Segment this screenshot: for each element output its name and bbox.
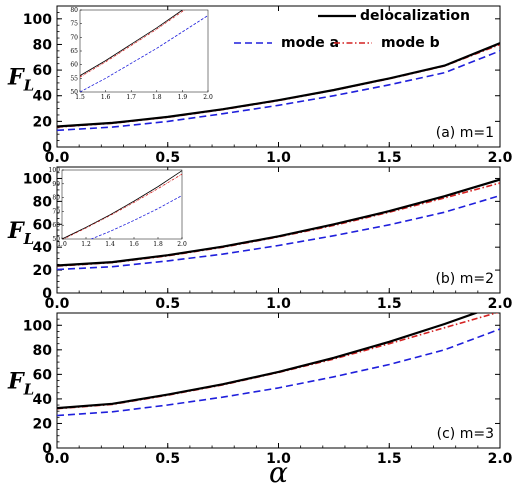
inset-series-line-delocalization xyxy=(62,170,182,239)
inset-x-tick-label: 1.4 xyxy=(105,241,115,248)
y-axis-label: FL xyxy=(7,369,34,399)
series-line-mode-b xyxy=(57,313,499,410)
y-label-sub: L xyxy=(23,381,35,399)
inset-y-tick-label: 80 xyxy=(52,195,60,202)
inset-y-tick-label: 80 xyxy=(70,7,78,14)
inset-y-tick-label: 50 xyxy=(70,89,78,96)
inset-frame xyxy=(79,9,209,93)
inset-series-line-mode-a xyxy=(80,15,208,92)
series-line-delocalization xyxy=(57,178,500,267)
y-label-sub: L xyxy=(23,230,35,248)
panel-label: (a) m=1 xyxy=(436,125,494,141)
inset-x-tick-label: 1.6 xyxy=(101,94,111,101)
y-label-main: F xyxy=(7,369,25,395)
y-label-sub: L xyxy=(23,77,35,95)
panel-label: (c) m=3 xyxy=(437,426,494,442)
panel-label: (b) m=2 xyxy=(435,271,494,287)
inset-x-tick-label: 1.9 xyxy=(178,94,188,101)
inset-x-tick-label: 2.0 xyxy=(177,241,187,248)
x-tick-label: 2.0 xyxy=(488,296,513,312)
inset-y-tick-label: 100 xyxy=(49,167,61,174)
inset-x-tick-label: 1.6 xyxy=(129,241,139,248)
inset-y-tick-label: 75 xyxy=(70,21,78,28)
y-tick-label: 80 xyxy=(33,194,53,210)
series-line-delocalization xyxy=(57,313,479,410)
x-tick-label: 1.5 xyxy=(377,150,402,166)
y-tick-label: 80 xyxy=(33,37,53,53)
y-tick-label: 40 xyxy=(33,392,53,408)
y-tick-label: 100 xyxy=(23,12,52,28)
inset-x-tick-label: 1.7 xyxy=(126,94,136,101)
plot-frame xyxy=(56,312,501,449)
inset-y-tick-label: 70 xyxy=(70,34,78,41)
inset-series-line-delocalization xyxy=(80,10,184,76)
series-line-mode-a xyxy=(57,328,500,417)
inset-x-tick-label: 1.0 xyxy=(57,241,67,248)
x-tick-label: 2.0 xyxy=(488,150,513,166)
y-tick-label: 0 xyxy=(42,286,52,302)
legend-label: delocalization xyxy=(360,8,470,24)
x-tick-label: 2.0 xyxy=(488,451,513,467)
y-tick-label: 0 xyxy=(42,441,52,457)
inset-x-tick-label: 1.5 xyxy=(75,94,85,101)
x-axis-label: α xyxy=(269,456,288,489)
inset-x-tick-label: 1.8 xyxy=(153,241,163,248)
inset-series-line-mode-b xyxy=(62,173,182,239)
panel-3: 0.0 0.5 1.0 1.5 2.0 0 20 40 60 80 100 FL (c) m=3 α xyxy=(7,312,513,489)
inset-plot: 1.0 1.2 1.4 1.6 1.8 2.0 50 60 70 80 90 100 xyxy=(49,167,187,248)
inset-series-line-mode-b xyxy=(80,10,186,78)
inset-x-tick-label: 1.8 xyxy=(152,94,162,101)
inset-plot: 1.5 1.6 1.7 1.8 1.9 2.0 50 55 60 65 70 75 80 xyxy=(70,7,213,101)
x-tick-label: 1.0 xyxy=(266,150,291,166)
x-tick-label: 0.5 xyxy=(155,451,180,467)
y-axis-label: FL xyxy=(7,65,34,95)
inset-y-tick-label: 90 xyxy=(52,181,60,188)
x-tick-label: 1.0 xyxy=(266,296,291,312)
y-tick-label: 60 xyxy=(33,63,53,79)
y-tick-label: 100 xyxy=(23,318,52,334)
inset-x-tick-label: 1.2 xyxy=(81,241,91,248)
legend: delocalization mode a mode b xyxy=(234,8,470,51)
series-line-mode-a xyxy=(57,194,500,271)
inset-y-tick-label: 60 xyxy=(70,62,78,69)
inset-y-tick-label: 60 xyxy=(52,222,60,229)
y-tick-label: 40 xyxy=(33,240,53,256)
legend-label: mode b xyxy=(381,35,440,51)
x-tick-label: 0.5 xyxy=(155,296,180,312)
series-line-delocalization xyxy=(57,42,500,128)
legend-label: mode a xyxy=(281,35,339,51)
y-tick-label: 60 xyxy=(33,367,53,383)
y-tick-label: 20 xyxy=(33,416,53,432)
y-tick-label: 20 xyxy=(33,114,53,130)
y-label-main: F xyxy=(7,65,25,91)
x-tick-label: 1.5 xyxy=(377,451,402,467)
y-tick-label: 60 xyxy=(33,217,53,233)
y-tick-label: 0 xyxy=(42,140,52,156)
x-tick-label: 0.0 xyxy=(45,296,70,312)
x-tick-label: 0.0 xyxy=(45,451,70,467)
y-tick-label: 100 xyxy=(23,171,52,187)
y-tick-label: 20 xyxy=(33,263,53,279)
x-tick-label: 1.5 xyxy=(377,296,402,312)
y-axis-label: FL xyxy=(7,218,34,248)
y-tick-label: 40 xyxy=(33,89,53,105)
y-label-main: F xyxy=(7,218,25,244)
y-tick-label: 80 xyxy=(33,343,53,359)
inset-y-tick-label: 70 xyxy=(52,208,60,215)
inset-frame xyxy=(61,169,183,240)
x-tick-label: 0.5 xyxy=(155,150,180,166)
inset-y-tick-label: 65 xyxy=(70,48,78,55)
x-tick-label: 1.0 xyxy=(266,451,291,467)
inset-y-tick-label: 55 xyxy=(70,75,78,82)
series-line-mode-b xyxy=(57,182,500,267)
inset-y-tick-label: 50 xyxy=(52,236,60,243)
series-line-mode-a xyxy=(57,50,500,132)
inset-x-tick-label: 2.0 xyxy=(203,94,213,101)
x-tick-label: 0.0 xyxy=(45,150,70,166)
